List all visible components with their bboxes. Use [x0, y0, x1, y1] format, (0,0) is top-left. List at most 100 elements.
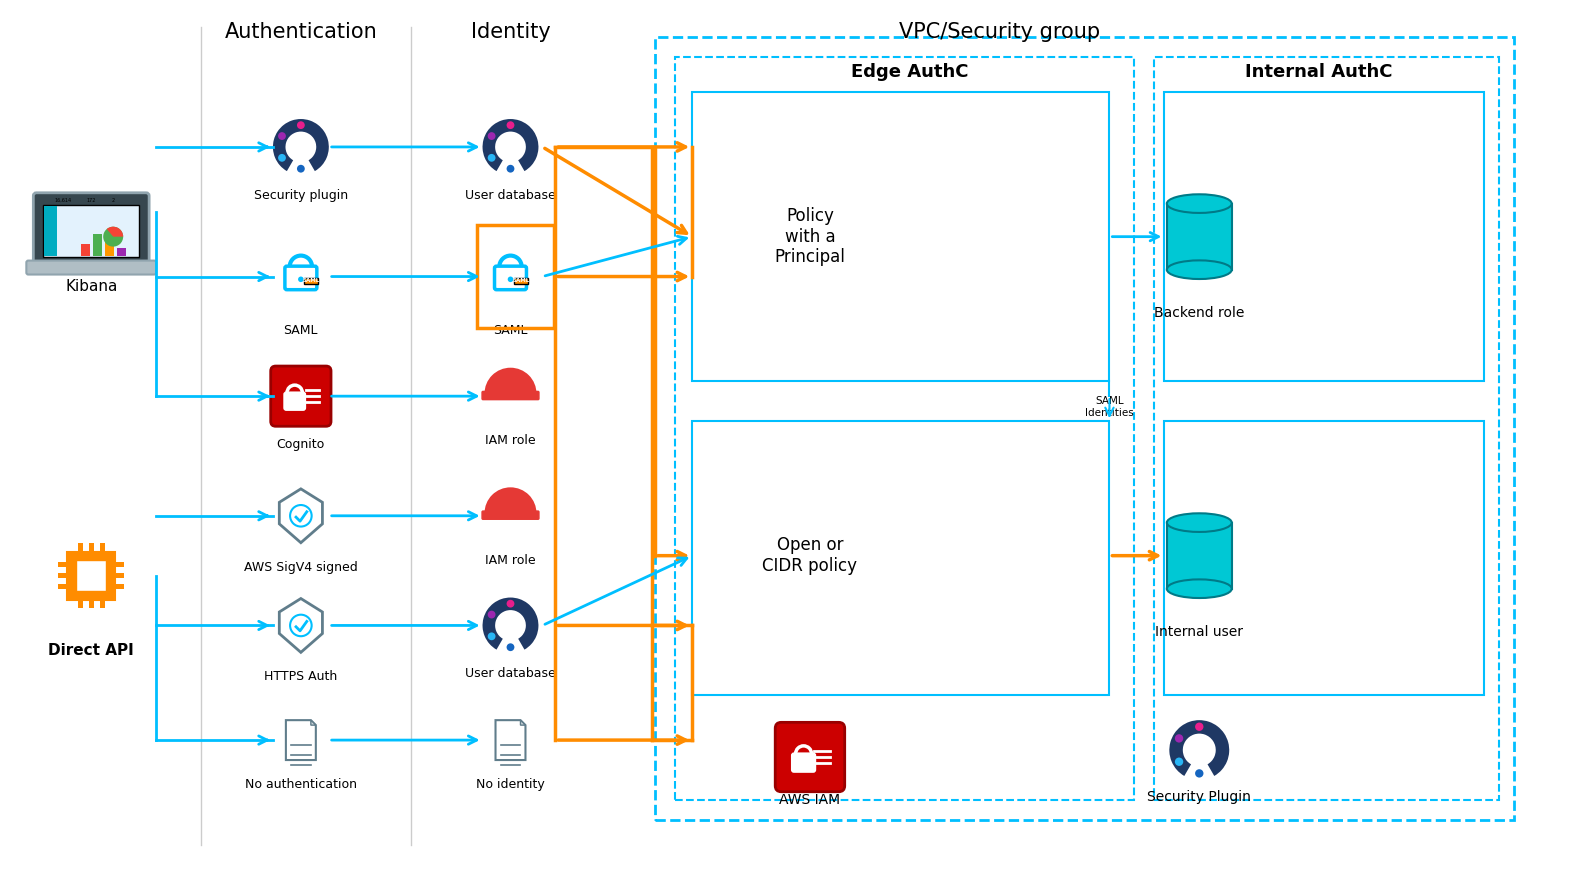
Bar	[100, 599, 104, 608]
Circle shape	[1194, 722, 1204, 731]
Text: AWS IAM: AWS IAM	[779, 793, 841, 807]
Circle shape	[488, 132, 496, 140]
Text: Authentication: Authentication	[224, 22, 378, 42]
FancyBboxPatch shape	[482, 392, 539, 400]
FancyBboxPatch shape	[1168, 522, 1232, 589]
Text: Direct API: Direct API	[49, 643, 134, 659]
Text: SAML: SAML	[284, 324, 318, 338]
FancyBboxPatch shape	[792, 754, 815, 771]
Circle shape	[297, 121, 305, 129]
FancyBboxPatch shape	[76, 561, 106, 590]
Text: 2: 2	[112, 198, 115, 202]
Wedge shape	[107, 227, 123, 237]
Wedge shape	[485, 488, 536, 513]
Ellipse shape	[1168, 513, 1232, 532]
Polygon shape	[280, 489, 322, 543]
Bar	[115, 562, 123, 567]
Polygon shape	[280, 599, 322, 652]
FancyBboxPatch shape	[1168, 203, 1232, 270]
FancyBboxPatch shape	[68, 552, 115, 599]
FancyBboxPatch shape	[27, 261, 156, 274]
Polygon shape	[520, 720, 526, 725]
Polygon shape	[311, 720, 316, 725]
Text: SAML: SAML	[512, 279, 529, 283]
Text: SAML: SAML	[303, 279, 319, 283]
Text: User database: User database	[465, 189, 556, 202]
Text: No authentication: No authentication	[245, 778, 357, 791]
Bar	[117, 247, 126, 255]
Bar	[115, 584, 123, 590]
Wedge shape	[482, 598, 539, 650]
Ellipse shape	[1168, 580, 1232, 598]
Text: Open or
CIDR policy: Open or CIDR policy	[763, 537, 858, 575]
FancyBboxPatch shape	[270, 366, 330, 426]
FancyBboxPatch shape	[776, 722, 845, 792]
Bar	[77, 543, 82, 552]
Bar	[106, 241, 114, 255]
Bar	[88, 543, 93, 552]
Text: Internal user: Internal user	[1155, 625, 1243, 640]
Circle shape	[297, 165, 305, 173]
Circle shape	[1176, 757, 1183, 766]
Wedge shape	[273, 119, 329, 171]
Polygon shape	[286, 720, 316, 760]
FancyBboxPatch shape	[284, 266, 318, 289]
Circle shape	[507, 165, 515, 173]
FancyBboxPatch shape	[495, 266, 526, 289]
Text: Backend role: Backend role	[1153, 306, 1245, 321]
Text: Security plugin: Security plugin	[254, 189, 348, 202]
Text: SAML
Identities: SAML Identities	[1085, 396, 1134, 418]
Text: Edge AuthC: Edge AuthC	[852, 64, 969, 82]
Text: IAM role: IAM role	[485, 434, 536, 447]
Bar	[93, 234, 103, 255]
Text: HTTPS Auth: HTTPS Auth	[264, 670, 338, 684]
Circle shape	[507, 599, 515, 607]
FancyBboxPatch shape	[482, 511, 539, 520]
FancyBboxPatch shape	[43, 205, 139, 256]
Circle shape	[488, 154, 496, 162]
Bar	[58, 573, 68, 578]
Bar	[115, 573, 123, 578]
Bar	[81, 244, 90, 255]
Wedge shape	[1169, 720, 1229, 776]
FancyBboxPatch shape	[305, 278, 318, 284]
Text: 172: 172	[87, 198, 96, 202]
Text: IAM role: IAM role	[485, 554, 536, 566]
Text: 16,614: 16,614	[55, 198, 71, 202]
Polygon shape	[496, 720, 526, 760]
Circle shape	[507, 277, 514, 282]
Text: SAML: SAML	[493, 324, 528, 338]
Bar	[58, 584, 68, 590]
Bar	[58, 562, 68, 567]
Circle shape	[488, 611, 496, 618]
Circle shape	[278, 154, 286, 162]
Bar	[44, 206, 57, 255]
Circle shape	[299, 277, 303, 282]
Bar	[88, 599, 93, 608]
Bar	[77, 599, 82, 608]
Text: AWS SigV4 signed: AWS SigV4 signed	[243, 561, 357, 573]
FancyBboxPatch shape	[33, 193, 149, 267]
Text: Identity: Identity	[471, 22, 550, 42]
Circle shape	[507, 643, 515, 651]
Text: Security Plugin: Security Plugin	[1147, 790, 1251, 804]
Circle shape	[1194, 769, 1204, 778]
Text: No identity: No identity	[476, 778, 545, 791]
Ellipse shape	[1168, 261, 1232, 279]
Circle shape	[1176, 734, 1183, 743]
Text: Policy
with a
Principal: Policy with a Principal	[774, 207, 845, 266]
Circle shape	[278, 132, 286, 140]
Bar	[100, 543, 104, 552]
FancyBboxPatch shape	[284, 392, 305, 409]
Ellipse shape	[1168, 194, 1232, 213]
FancyBboxPatch shape	[514, 278, 528, 284]
Circle shape	[103, 227, 123, 246]
Wedge shape	[482, 119, 539, 171]
Wedge shape	[485, 369, 536, 393]
Text: Kibana: Kibana	[65, 279, 117, 294]
Text: Cognito: Cognito	[276, 438, 325, 451]
Text: VPC/Security group: VPC/Security group	[899, 22, 1100, 42]
Text: Internal AuthC: Internal AuthC	[1245, 64, 1394, 82]
Circle shape	[488, 633, 496, 641]
Text: User database: User database	[465, 668, 556, 680]
